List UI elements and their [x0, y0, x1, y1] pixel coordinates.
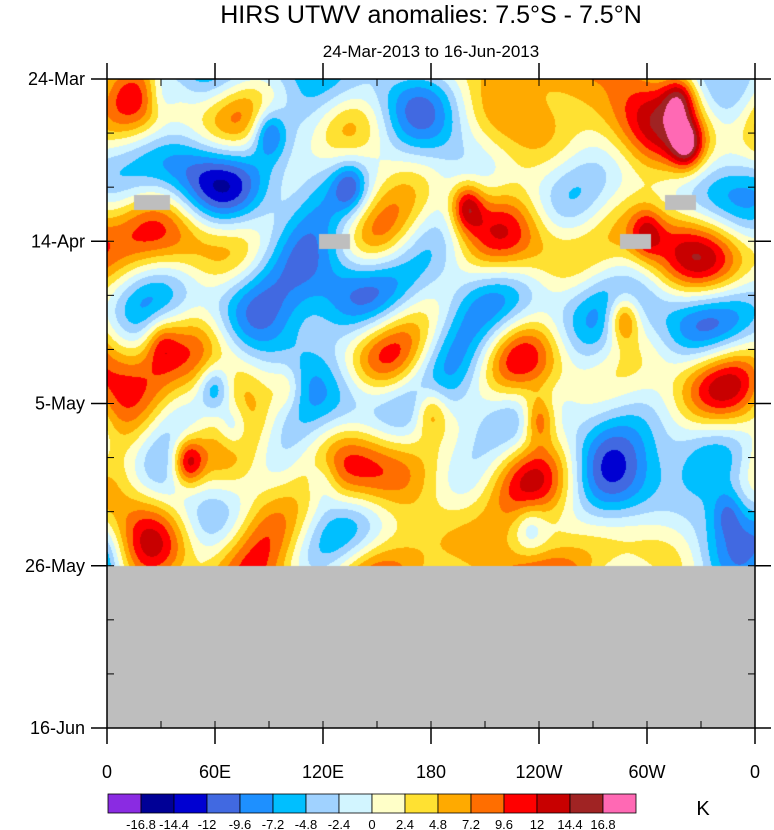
- colorbar-label: 14.4: [557, 817, 582, 830]
- colorbar-swatch: [206, 793, 241, 814]
- x-tick-label: 60E: [199, 762, 231, 782]
- colorbar-label: 4.8: [429, 817, 447, 830]
- colorbar-label: -16.8: [126, 817, 156, 830]
- colorbar-swatch: [338, 793, 373, 814]
- colorbar-label: -7.2: [262, 817, 284, 830]
- colorbar-label: 16.8: [590, 817, 615, 830]
- colorbar: -16.8 -14.4 -12 -9.6 -7.2 -4.8 -2.4 0 2.4 4.8 7.2 9…: [107, 793, 637, 830]
- x-tick-label: 120W: [515, 762, 562, 782]
- colorbar-swatch: [569, 793, 604, 814]
- colorbar-label: -4.8: [295, 817, 317, 830]
- colorbar-label: -9.6: [229, 817, 251, 830]
- colorbar-label: 12: [530, 817, 544, 830]
- plot-area: [106, 78, 756, 729]
- y-tick-label: 16-Jun: [30, 718, 85, 738]
- x-tick-label: 120E: [302, 762, 344, 782]
- colorbar-label: 0: [368, 817, 375, 830]
- chart-title: HIRS UTWV anomalies: 7.5°S - 7.5°N: [220, 1, 642, 29]
- colorbar-swatch: [602, 793, 637, 814]
- colorbar-swatch: [536, 793, 571, 814]
- chart-subtitle: 24-Mar-2013 to 16-Jun-2013: [323, 42, 539, 61]
- y-tick-label: 5-May: [35, 394, 85, 414]
- colorbar-swatch: [404, 793, 439, 814]
- heatmap-field: [107, 79, 755, 728]
- colorbar-swatch: [140, 793, 175, 814]
- x-tick-label: 0: [102, 762, 112, 782]
- x-tick-label: 0: [750, 762, 760, 782]
- x-tick-label: 60W: [628, 762, 665, 782]
- y-tick-label: 24-Mar: [28, 69, 85, 89]
- colorbar-label: 9.6: [495, 817, 513, 830]
- colorbar-label: 7.2: [462, 817, 480, 830]
- x-axis: 0 60E 120E 180 120W 60W 0: [102, 63, 760, 782]
- colorbar-unit-label: K: [696, 798, 710, 820]
- colorbar-swatch: [371, 793, 406, 814]
- colorbar-swatch: [239, 793, 274, 814]
- y-axis: 24-Mar 14-Apr 5-May 26-May 16-Jun: [25, 69, 771, 738]
- colorbar-swatch: [173, 793, 208, 814]
- colorbar-swatch: [272, 793, 307, 814]
- colorbar-swatch: [305, 793, 340, 814]
- colorbar-label: -2.4: [328, 817, 350, 830]
- colorbar-swatch: [470, 793, 505, 814]
- colorbar-swatch: [107, 793, 142, 814]
- colorbar-label: -14.4: [159, 817, 189, 830]
- y-tick-label: 14-Apr: [31, 231, 85, 251]
- colorbar-label: 2.4: [396, 817, 414, 830]
- y-tick-label: 26-May: [25, 556, 85, 576]
- colorbar-label: -12: [198, 817, 217, 830]
- colorbar-swatch: [437, 793, 472, 814]
- colorbar-swatch: [503, 793, 538, 814]
- x-tick-label: 180: [416, 762, 446, 782]
